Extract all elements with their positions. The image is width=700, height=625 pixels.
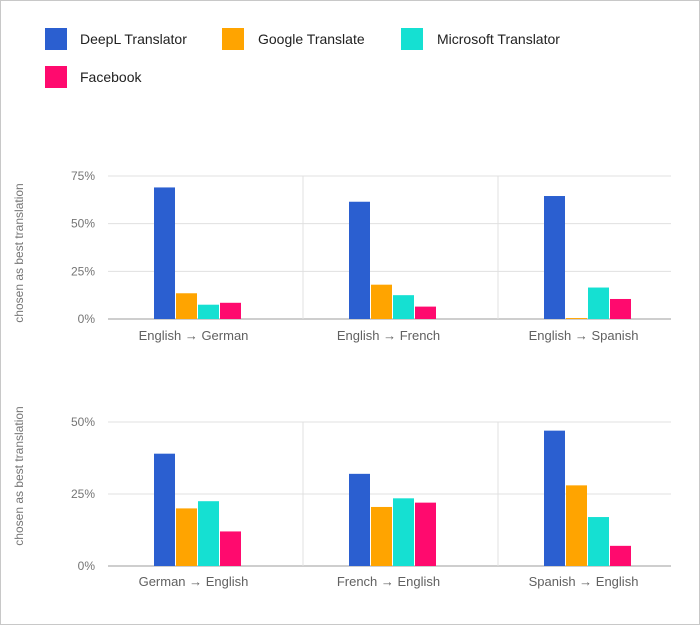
bar xyxy=(415,502,436,566)
y-tick-label: 50% xyxy=(71,415,95,429)
y-tick-label: 0% xyxy=(78,312,96,326)
bar xyxy=(371,506,392,566)
bar xyxy=(349,201,370,319)
y-tick-label: 25% xyxy=(71,264,95,278)
bar xyxy=(220,302,241,319)
category-label: Spanish → English xyxy=(529,574,639,589)
y-axis-label: chosen as best translation xyxy=(12,406,26,545)
bar xyxy=(544,430,565,566)
bar xyxy=(371,284,392,319)
legend-swatch-facebook xyxy=(45,66,67,88)
bar xyxy=(198,304,219,319)
bar xyxy=(154,453,175,566)
y-tick-label: 25% xyxy=(71,487,95,501)
legend-swatch-deepl xyxy=(45,28,67,50)
bar xyxy=(588,287,609,319)
bar xyxy=(349,473,370,566)
bar xyxy=(544,196,565,319)
bar xyxy=(566,318,587,319)
y-tick-label: 0% xyxy=(78,559,96,573)
legend-label-facebook: Facebook xyxy=(80,69,142,85)
y-tick-label: 50% xyxy=(71,217,95,231)
bar xyxy=(154,187,175,319)
bar xyxy=(566,485,587,566)
bar xyxy=(588,517,609,566)
bar xyxy=(176,293,197,319)
legend-label-microsoft: Microsoft Translator xyxy=(437,31,560,47)
legend-label-google: Google Translate xyxy=(258,31,365,47)
bar xyxy=(610,298,631,319)
category-label: German → English xyxy=(139,574,249,589)
legend-label-deepl: DeepL Translator xyxy=(80,31,187,47)
category-label: English → German xyxy=(139,328,249,343)
category-label: English → French xyxy=(337,328,440,343)
bar xyxy=(393,295,414,319)
bar xyxy=(176,508,197,566)
bar xyxy=(415,306,436,319)
category-label: French → English xyxy=(337,574,440,589)
bar xyxy=(220,531,241,566)
bar xyxy=(610,545,631,566)
bar xyxy=(393,498,414,566)
y-tick-label: 75% xyxy=(71,169,95,183)
category-label: English → Spanish xyxy=(529,328,639,343)
y-axis-label: chosen as best translation xyxy=(12,183,26,322)
legend-swatch-microsoft xyxy=(401,28,423,50)
bar xyxy=(198,501,219,566)
legend-swatch-google xyxy=(222,28,244,50)
